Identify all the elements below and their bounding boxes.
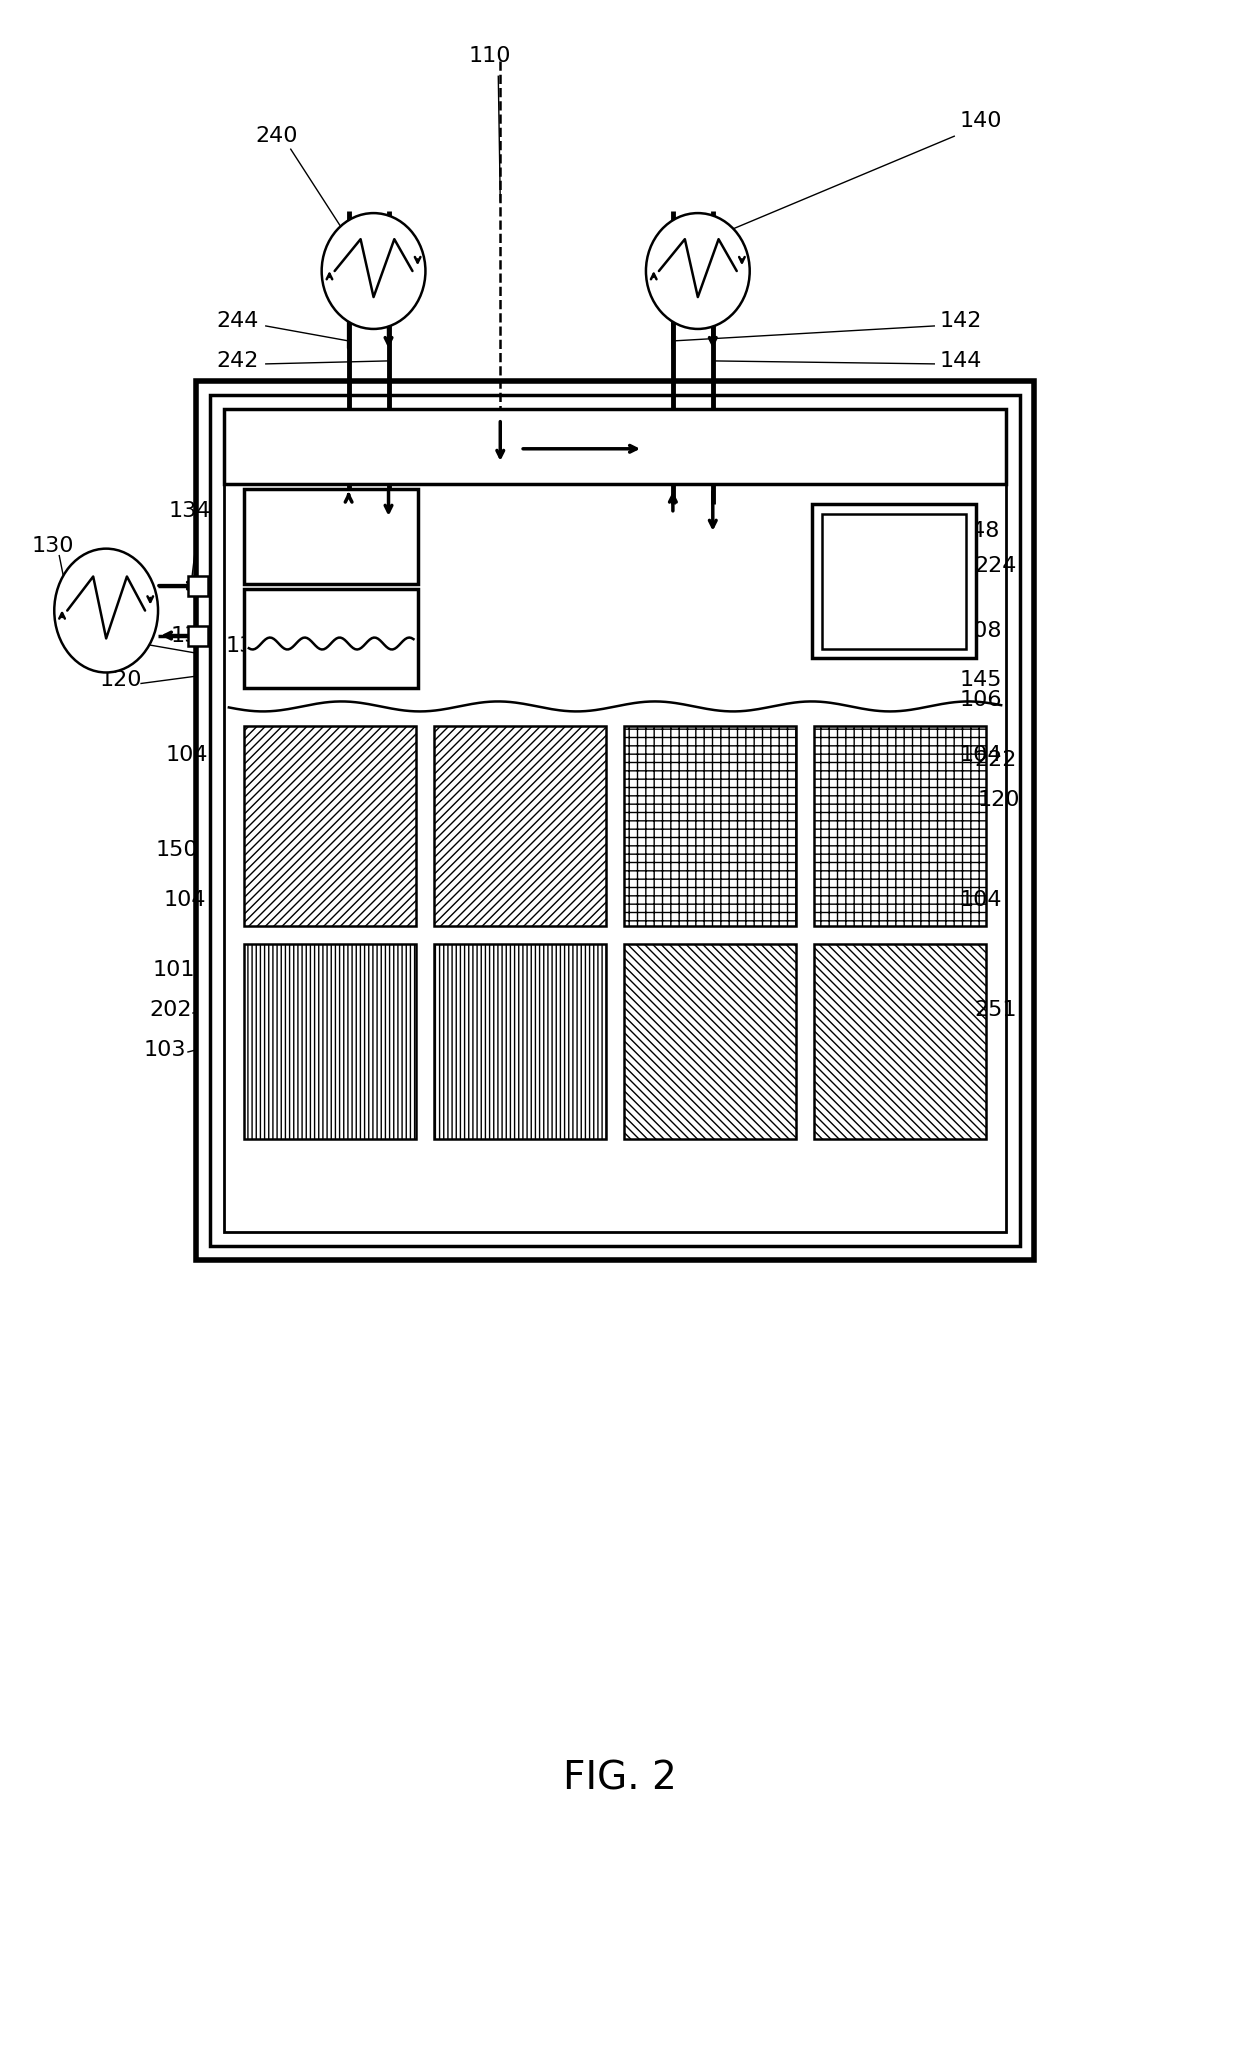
Text: 148: 148 xyxy=(957,521,999,540)
Text: 132: 132 xyxy=(171,626,213,646)
Bar xyxy=(815,726,986,925)
Bar xyxy=(624,726,796,925)
Text: 145: 145 xyxy=(960,671,1002,689)
Text: 142: 142 xyxy=(939,312,982,330)
Text: 106: 106 xyxy=(960,689,1002,710)
Bar xyxy=(188,626,208,646)
Text: 104: 104 xyxy=(164,891,207,911)
Text: 240: 240 xyxy=(255,127,299,146)
Text: 101: 101 xyxy=(153,960,196,981)
Text: 140: 140 xyxy=(960,111,1002,131)
Bar xyxy=(822,513,966,648)
Text: 104: 104 xyxy=(166,745,208,765)
Text: 150: 150 xyxy=(156,839,198,860)
Text: 222: 222 xyxy=(975,751,1017,770)
Ellipse shape xyxy=(321,213,425,328)
Text: 202: 202 xyxy=(149,999,191,1020)
Bar xyxy=(811,503,976,659)
Text: 251: 251 xyxy=(975,999,1017,1020)
Bar xyxy=(815,944,986,1139)
Text: 134: 134 xyxy=(169,501,211,521)
Text: 120: 120 xyxy=(977,790,1019,811)
Bar xyxy=(244,488,418,583)
Text: 120: 120 xyxy=(99,671,141,689)
Bar xyxy=(210,394,1021,1246)
Bar xyxy=(624,944,796,1139)
Bar xyxy=(244,589,418,689)
Bar xyxy=(196,382,1034,1260)
Bar xyxy=(188,577,208,595)
Text: 130: 130 xyxy=(31,536,74,556)
Text: 103: 103 xyxy=(143,1040,186,1061)
Text: 242: 242 xyxy=(216,351,258,371)
Text: 224: 224 xyxy=(975,556,1017,577)
Ellipse shape xyxy=(646,213,750,328)
Bar xyxy=(224,408,1006,484)
Text: 108: 108 xyxy=(960,620,1002,640)
Bar xyxy=(244,726,415,925)
Text: 104: 104 xyxy=(960,891,1002,911)
Bar xyxy=(434,726,606,925)
Text: 110: 110 xyxy=(469,47,512,66)
Text: FIG. 2: FIG. 2 xyxy=(563,1761,677,1798)
Text: 135: 135 xyxy=(226,636,268,655)
Bar xyxy=(434,944,606,1139)
Ellipse shape xyxy=(55,548,157,673)
Bar xyxy=(224,408,1006,1231)
Text: 222: 222 xyxy=(99,630,141,650)
Text: 244: 244 xyxy=(216,312,258,330)
Bar xyxy=(244,944,415,1139)
Text: 144: 144 xyxy=(939,351,982,371)
Text: 104: 104 xyxy=(960,745,1002,765)
